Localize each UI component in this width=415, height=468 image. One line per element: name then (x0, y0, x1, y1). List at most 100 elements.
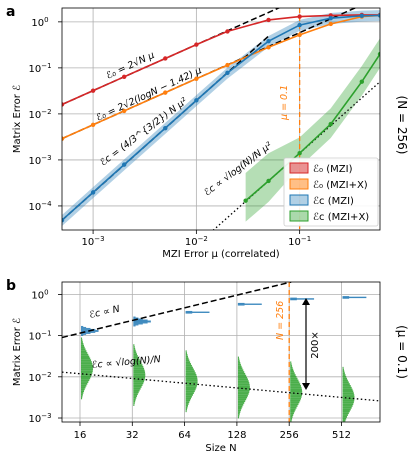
hist-bar-ec-mzix (237, 409, 241, 412)
hist-bar-ec-mzix (185, 383, 198, 385)
n256-label: N = 256 (275, 301, 286, 340)
hist-bar-ec-mzix (81, 337, 83, 340)
hist-bar-ec-mzix (81, 364, 93, 367)
hist-bar-ec-mzix (133, 380, 145, 383)
hist-bar-ec-mzi (133, 325, 136, 327)
hist-bar-ec-mzix (237, 394, 248, 397)
series-point-0 (297, 14, 302, 19)
hist-bar-ec-mzix (290, 374, 296, 376)
hist-bar-ec-mzix (237, 383, 250, 386)
series-point-0 (62, 102, 65, 107)
hist-bar-ec-mzix (290, 388, 302, 391)
hist-bar-ec-mzix (185, 350, 187, 353)
hist-bar-ec-mzix (185, 397, 191, 400)
series-point-2 (121, 162, 127, 167)
hist-bar-ec-mzix (133, 366, 144, 368)
series-point-0 (266, 17, 271, 23)
hist-bar-ec-mzix (185, 399, 191, 402)
hist-bar-ec-mzi (133, 316, 136, 318)
hist-bar-ec-mzix (81, 355, 90, 358)
hist-bar-ec-mzi (290, 299, 297, 301)
hist-bar-ec-mzi (81, 328, 96, 330)
hist-bar-ec-mzix (237, 392, 249, 395)
panel-a-bands (62, 10, 380, 226)
band-ec-mzix (245, 38, 380, 222)
hist-bar-ec-mzix (81, 368, 93, 371)
panel-b-letter: b (6, 278, 16, 294)
hist-bar-ec-mzix (237, 402, 245, 404)
hist-bar-ec-mzix (185, 375, 197, 378)
hist-bar-ec-mzix (237, 378, 248, 381)
y-tick-label: 100 (31, 288, 48, 301)
panel-b-xlabel: Size N (205, 443, 236, 454)
hist-bar-ec-mzix (342, 386, 352, 389)
hist-bar-ec-mzix (342, 374, 346, 376)
x-tick-label: 10−3 (82, 235, 105, 248)
hist-bar-ec-mzix (81, 359, 92, 362)
hist-bar-ec-mzix (342, 368, 344, 371)
hist-bar-ec-mzix (81, 353, 89, 356)
x-tick-label: 32 (126, 430, 139, 441)
y-tick-label: 10−1 (28, 330, 51, 343)
hist-bar-ec-mzix (133, 360, 141, 363)
hist-bar-ec-mzix (290, 383, 301, 386)
hist-bar-ec-mzix (81, 375, 92, 378)
hist-bar-ec-mzix (81, 393, 83, 396)
hist-bar-ec-mzix (185, 406, 188, 409)
hist-bar-ec-mzix (290, 410, 295, 413)
legend-label-e0-mzix: ℰ₀ (MZI+X) (313, 180, 368, 191)
hist-bar-ec-mzix (185, 377, 198, 380)
hist-bar-ec-mzi (81, 332, 91, 334)
legend-label-ec-mzix: ℰc (MZI+X) (313, 212, 369, 223)
hist-bar-ec-mzi (133, 320, 151, 322)
panel-b-side-note: (μ = 0.1) (395, 325, 409, 379)
hist-bar-ec-mzi (81, 331, 96, 333)
panel-b-frame (61, 281, 381, 423)
hist-bar-ec-mzi (185, 312, 210, 313)
hist-bar-ec-mzi (133, 324, 139, 326)
hist-bar-ec-mzix (81, 377, 91, 380)
y-tick-exponent: −3 (41, 412, 51, 420)
panel-a-reference-lines (62, 8, 380, 230)
hist-bar-ec-mzix (185, 363, 191, 365)
y-tick-exponent: −2 (41, 371, 51, 379)
series-point-3 (377, 51, 380, 57)
panel-a-xlabel: MZI Error μ (correlated) (162, 249, 280, 260)
hist-bar-ec-mzix (133, 400, 136, 403)
hist-bar-ec-mzix (133, 367, 145, 370)
hist-bar-ec-mzix (81, 392, 84, 394)
hist-bar-ec-mzix (237, 369, 244, 372)
hist-bar-ec-mzix (342, 394, 355, 396)
hist-bar-ec-mzix (290, 368, 294, 371)
hist-bar-ec-mzi (237, 303, 262, 305)
y-tick-label: 10−1 (28, 62, 51, 75)
y-tick-exponent: 0 (44, 288, 48, 296)
hist-bar-ec-mzix (290, 399, 301, 402)
hist-bar-ec-mzix (342, 403, 354, 406)
x-tick-label: 256 (280, 430, 299, 441)
panel-b-grid (62, 282, 380, 422)
hist-bar-ec-mzix (342, 392, 354, 395)
hist-bar-ec-mzix (237, 414, 240, 417)
hist-bar-ec-mzix (342, 383, 350, 386)
series-point-2 (328, 16, 333, 21)
hist-bar-ec-mzix (81, 366, 93, 369)
x-tick-exponent: −1 (301, 235, 311, 243)
hist-bar-ec-mzix (237, 380, 249, 383)
hist-bar-ec-mzix (185, 386, 197, 389)
hist-bar-ec-mzix (237, 387, 250, 390)
hist-bar-ec-mzix (185, 408, 188, 411)
hist-bar-ec-mzi (81, 325, 84, 327)
hist-bar-ec-mzix (81, 344, 85, 347)
hist-bar-ec-mzix (237, 385, 250, 388)
y-tick-exponent: −2 (41, 108, 51, 116)
x-tick-label: 10−1 (288, 235, 311, 248)
hist-bar-ec-mzix (237, 389, 250, 392)
series-point-2 (62, 217, 65, 223)
hist-bar-ec-mzix (133, 387, 141, 390)
hist-bar-ec-mzix (237, 416, 239, 419)
legend-box (283, 157, 379, 227)
hist-bar-ec-mzix (133, 398, 136, 401)
hist-bar-ec-mzix (133, 395, 138, 397)
